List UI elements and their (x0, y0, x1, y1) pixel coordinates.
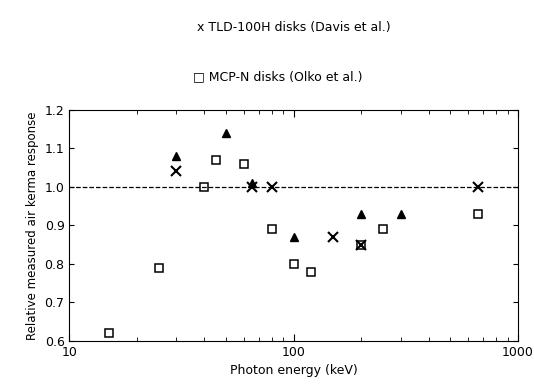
Text: □ MCP-N disks (Olko et al.): □ MCP-N disks (Olko et al.) (193, 70, 363, 83)
Y-axis label: Relative measured air kerma response: Relative measured air kerma response (26, 111, 39, 339)
X-axis label: Photon energy (keV): Photon energy (keV) (230, 365, 358, 377)
Text: x TLD-100H disks (Davis et al.): x TLD-100H disks (Davis et al.) (197, 21, 390, 34)
